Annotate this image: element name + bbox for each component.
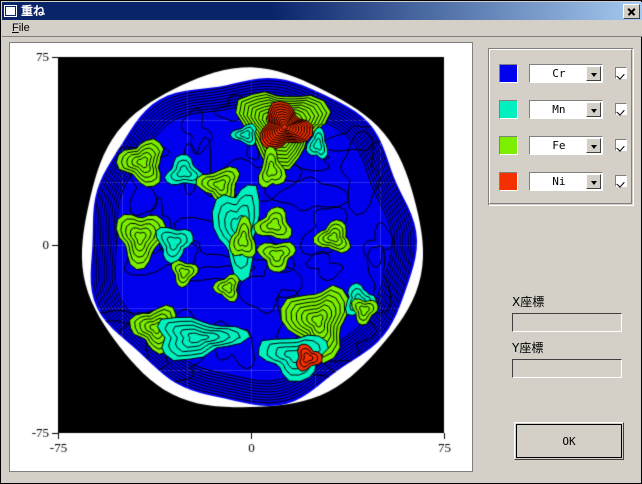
- legend-row-1: Mn: [499, 98, 627, 120]
- y-coordinate-input[interactable]: [512, 359, 622, 378]
- x-coordinate-input[interactable]: [512, 313, 622, 332]
- chevron-down-icon[interactable]: [586, 101, 602, 117]
- ok-button[interactable]: OK: [514, 422, 624, 460]
- legend-row-3: Ni: [499, 170, 627, 192]
- window-title: 重ね: [21, 4, 46, 18]
- element-select-cr[interactable]: Cr: [528, 63, 604, 83]
- chevron-down-icon[interactable]: [586, 65, 602, 81]
- chevron-down-icon[interactable]: [586, 173, 602, 189]
- y-coordinate-label: Y座標: [512, 341, 544, 355]
- element-select-mn[interactable]: Mn: [528, 99, 604, 119]
- element-select-cr-value: Cr: [552, 66, 566, 80]
- window-icon[interactable]: [4, 5, 17, 17]
- element-select-ni-value: Ni: [552, 174, 566, 188]
- color-swatch-fe: [499, 135, 518, 155]
- close-icon[interactable]: [623, 3, 640, 19]
- element-legend-group: Cr Mn Fe Ni: [488, 48, 634, 206]
- x-coordinate-group: X座標: [512, 293, 622, 332]
- contour-plot-panel[interactable]: [9, 42, 473, 472]
- y-coordinate-group: Y座標: [512, 339, 622, 378]
- element-checkbox-cr[interactable]: [615, 67, 627, 79]
- element-checkbox-fe[interactable]: [615, 139, 627, 151]
- color-swatch-mn: [499, 99, 518, 119]
- x-coordinate-label: X座標: [512, 295, 545, 309]
- ok-button-label: OK: [562, 434, 576, 448]
- element-select-fe[interactable]: Fe: [528, 135, 604, 155]
- element-select-ni[interactable]: Ni: [528, 171, 604, 191]
- legend-row-0: Cr: [499, 62, 627, 84]
- menu-item-file[interactable]: File: [12, 22, 30, 34]
- color-swatch-cr: [499, 63, 518, 83]
- element-select-fe-value: Fe: [552, 138, 566, 152]
- element-select-mn-value: Mn: [552, 102, 566, 116]
- legend-row-2: Fe: [499, 134, 627, 156]
- contour-plot-canvas[interactable]: [10, 43, 472, 471]
- element-checkbox-mn[interactable]: [615, 103, 627, 115]
- title-bar: 重ね: [2, 2, 642, 20]
- color-swatch-ni: [499, 171, 518, 191]
- menu-bar: File: [2, 20, 642, 37]
- chevron-down-icon[interactable]: [586, 137, 602, 153]
- element-checkbox-ni[interactable]: [615, 175, 627, 187]
